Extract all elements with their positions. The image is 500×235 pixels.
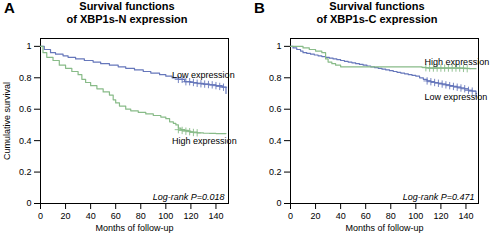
svg-text:Months of follow-up: Months of follow-up [95,223,173,233]
svg-text:0: 0 [276,198,281,208]
svg-text:0: 0 [288,211,293,221]
svg-text:80: 80 [136,211,146,221]
svg-text:20: 20 [61,211,71,221]
svg-text:60: 60 [111,211,121,221]
svg-text:0: 0 [38,211,43,221]
svg-text:Low expression: Low expression [425,92,488,102]
svg-text:100: 100 [408,211,423,221]
svg-text:Months of follow-up: Months of follow-up [345,223,423,233]
svg-text:140: 140 [208,211,223,221]
svg-text:120: 120 [183,211,198,221]
svg-text:Cumulative survival: Cumulative survival [2,82,12,160]
svg-text:0.4: 0.4 [269,136,282,146]
svg-text:140: 140 [458,211,473,221]
svg-text:20: 20 [311,211,321,221]
svg-text:120: 120 [433,211,448,221]
svg-text:0.6: 0.6 [269,104,282,114]
svg-text:0.6: 0.6 [19,104,32,114]
svg-text:High expression: High expression [425,57,490,67]
html-text:Survival functions of XBP1s-N: Survival functions of XBP1s-N expression [66,0,188,25]
svg-text:100: 100 [158,211,173,221]
svg-text:60: 60 [361,211,371,221]
html-text:A: A [4,0,15,16]
svg-text:40: 40 [86,211,96,221]
svg-text:0.8: 0.8 [19,73,32,83]
svg-text:1: 1 [276,41,281,51]
svg-text:1: 1 [26,41,31,51]
svg-text:Low expression: Low expression [172,70,235,80]
svg-text:0.2: 0.2 [269,167,282,177]
svg-text:0.4: 0.4 [19,136,32,146]
svg-text:0: 0 [26,198,31,208]
svg-text:Log-rank P=0.018: Log-rank P=0.018 [153,192,225,202]
svg-text:Log-rank P=0.471: Log-rank P=0.471 [403,192,475,202]
html-text:B: B [254,0,265,16]
svg-text:High expression: High expression [172,136,237,146]
html-text:Survival functions of XBP1s-C: Survival functions of XBP1s-C expression [316,0,438,25]
svg-text:40: 40 [336,211,346,221]
svg-text:0.2: 0.2 [19,167,32,177]
svg-text:0.8: 0.8 [269,73,282,83]
svg-text:80: 80 [386,211,396,221]
